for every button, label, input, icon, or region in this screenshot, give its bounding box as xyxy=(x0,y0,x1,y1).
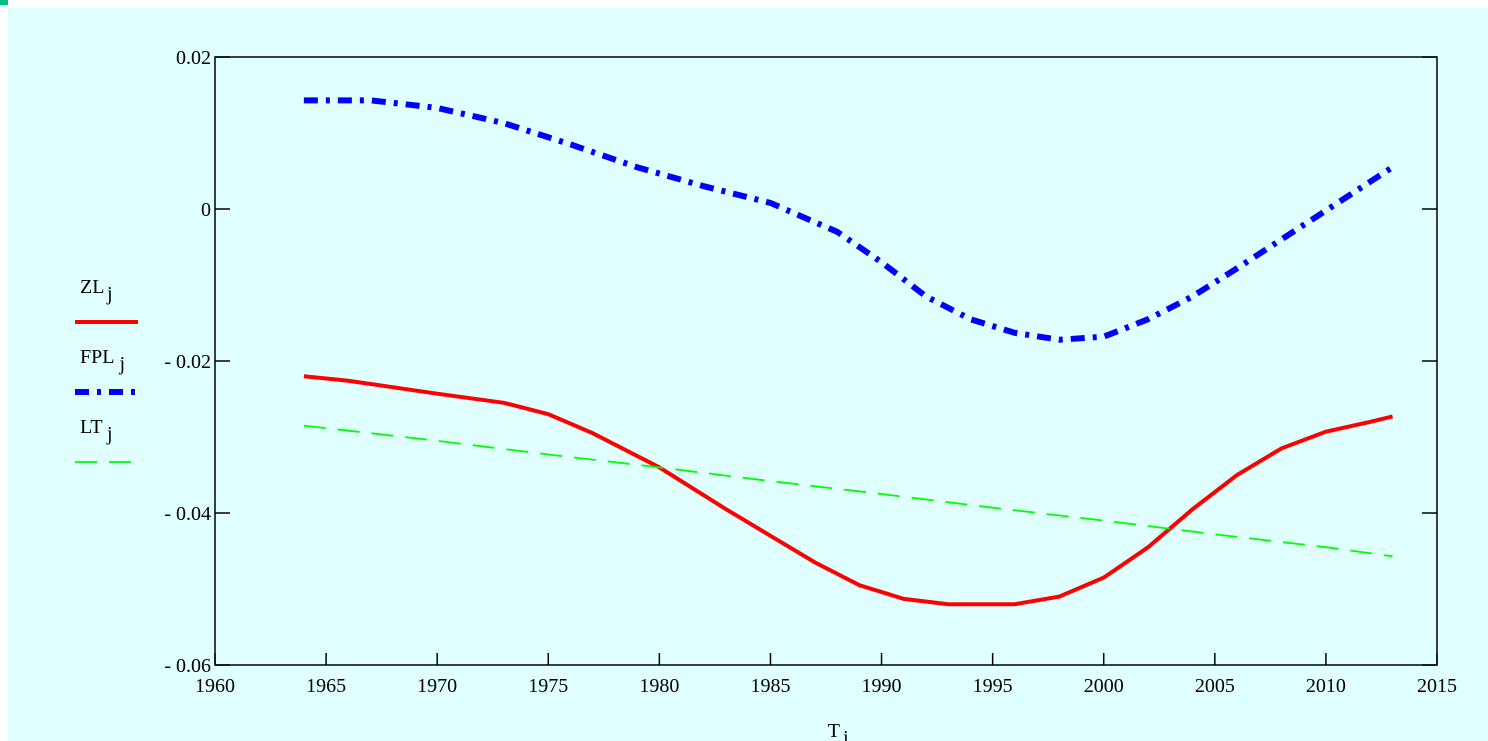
x-tick-label: 1995 xyxy=(973,675,1013,697)
x-axis-label: T xyxy=(828,720,840,741)
legend-label: FPL xyxy=(80,346,114,368)
x-tick-label: 1980 xyxy=(639,675,679,697)
x-tick-label: 2010 xyxy=(1306,675,1346,697)
x-tick-label: 2000 xyxy=(1084,675,1124,697)
y-tick-label: 0 xyxy=(201,199,211,221)
x-axis-label-subscript: j xyxy=(842,727,849,741)
x-tick-label: 1975 xyxy=(528,675,568,697)
y-tick-label: - 0.04 xyxy=(164,503,211,525)
x-tick-label: 1965 xyxy=(306,675,346,697)
legend-label: ZL xyxy=(80,276,104,298)
x-tick-label: 1970 xyxy=(417,675,457,697)
y-tick-label: - 0.06 xyxy=(164,655,211,677)
chart-background xyxy=(8,8,1488,741)
x-tick-label: 1985 xyxy=(750,675,790,697)
x-tick-label: 2005 xyxy=(1195,675,1235,697)
y-tick-label: - 0.02 xyxy=(164,351,211,373)
series-line xyxy=(303,424,1393,558)
y-tick-label: 0.02 xyxy=(176,47,211,69)
x-tick-label: 2015 xyxy=(1417,675,1457,697)
legend-label-subscript: j xyxy=(106,423,113,445)
series-line xyxy=(303,374,1394,607)
legend-label-subscript: j xyxy=(106,283,113,305)
legend-label-subscript: j xyxy=(119,353,126,375)
region-marker xyxy=(0,0,8,5)
x-tick-label: 1960 xyxy=(195,675,235,697)
legend-label: LT xyxy=(80,416,103,438)
x-tick-label: 1990 xyxy=(862,675,902,697)
